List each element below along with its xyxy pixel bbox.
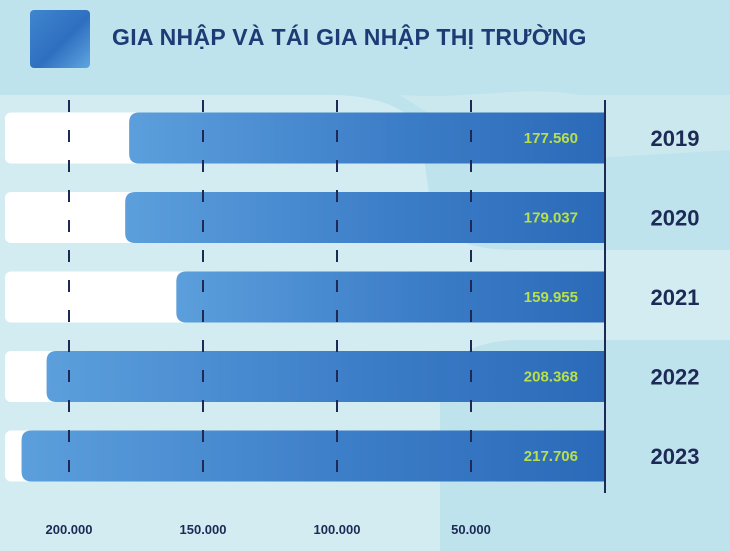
- chart-title: GIA NHẬP VÀ TÁI GIA NHẬP THỊ TRƯỜNG: [112, 24, 587, 50]
- category-label-2020: 2020: [651, 206, 700, 231]
- bar-2020: [125, 192, 605, 243]
- bar-value-label-2021: 159.955: [524, 289, 578, 306]
- category-label-2019: 2019: [651, 126, 700, 151]
- category-label-2023: 2023: [651, 444, 700, 469]
- category-label-2021: 2021: [651, 285, 700, 310]
- tick-label-100.000: 100.000: [314, 522, 361, 537]
- bar-2019: [129, 112, 605, 164]
- bar-value-label-2023: 217.706: [524, 448, 578, 465]
- bar-2023: [21, 430, 606, 482]
- tick-label-50.000: 50.000: [451, 522, 491, 537]
- tick-label-200.000: 200.000: [46, 522, 93, 537]
- title-icon-square: [30, 10, 90, 68]
- bar-2021: [176, 271, 605, 323]
- bar-value-label-2019: 177.560: [524, 130, 578, 147]
- tick-label-150.000: 150.000: [180, 522, 227, 537]
- bar-2022: [46, 351, 606, 402]
- category-label-2022: 2022: [651, 365, 700, 390]
- bar-value-label-2022: 208.368: [524, 369, 578, 386]
- bar-value-label-2020: 179.037: [524, 210, 578, 227]
